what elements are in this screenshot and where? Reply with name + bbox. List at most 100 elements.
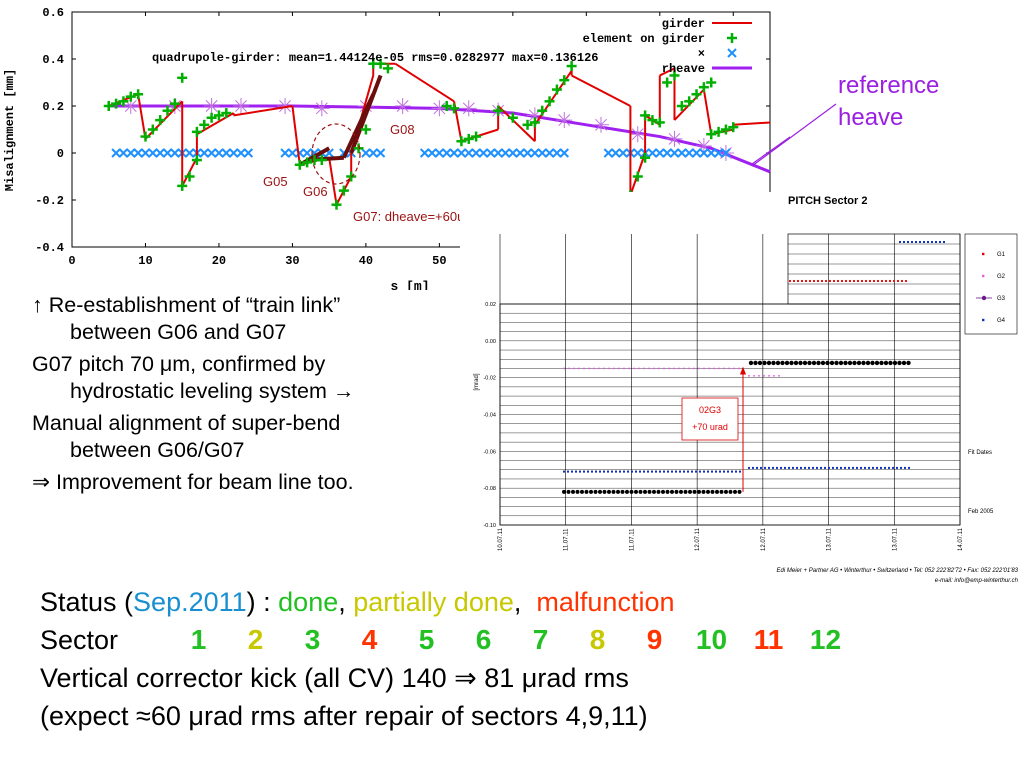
element-plus-marker: [169, 98, 180, 109]
x-stroke: [295, 148, 305, 158]
g3-point: [629, 489, 634, 494]
g3-point: [647, 489, 652, 494]
element-plus-marker: [177, 180, 188, 191]
g4-point: [719, 470, 721, 473]
g4-point: [675, 470, 677, 473]
x-stroke: [375, 148, 386, 158]
x-stroke: [522, 148, 533, 158]
g3-point: [665, 489, 670, 494]
girder-segment: [534, 70, 573, 126]
x-stroke: [493, 148, 503, 158]
g3-point: [874, 360, 880, 366]
g1-point: [796, 279, 800, 283]
bullet-4: ⇒ Improvement for beam line too.: [32, 470, 354, 494]
x-stroke: [713, 148, 724, 158]
g3-point: [748, 360, 754, 366]
legend-marker: [982, 252, 985, 256]
element-plus-marker: [118, 96, 129, 107]
x-stroke: [133, 148, 143, 158]
g2-point: [663, 367, 665, 370]
g4-point: [663, 470, 665, 473]
rheave-star: [394, 98, 411, 114]
blue-x-marker: [221, 148, 232, 158]
element-plus-marker: [463, 133, 474, 144]
g4-point: [792, 466, 794, 469]
g3-point: [692, 489, 697, 494]
g4-point: [647, 470, 649, 473]
blue-x-marker: [559, 148, 569, 158]
x-stroke: [199, 148, 209, 158]
x-stroke: [140, 148, 151, 158]
g3-point: [683, 489, 688, 494]
g4-point: [800, 466, 802, 469]
g4-point: [595, 470, 597, 473]
star-stroke: [205, 100, 218, 112]
g4-point: [587, 470, 589, 473]
element-plus-marker: [706, 77, 717, 88]
g4-point: [607, 470, 609, 473]
g3-point: [661, 489, 665, 494]
star-stroke: [668, 132, 681, 145]
g3-point: [701, 489, 706, 494]
blue-x-marker: [287, 148, 298, 158]
g4-point: [703, 470, 705, 473]
g4-point: [623, 470, 625, 473]
element-plus-marker: [507, 112, 518, 123]
status-block: Status (Sep.2011) : done, partially done…: [40, 583, 854, 735]
g2-point: [753, 374, 755, 377]
x-stroke: [162, 148, 173, 158]
g2-point: [703, 367, 705, 370]
x-stroke: [287, 148, 298, 158]
rheave-star: [556, 112, 573, 129]
element-plus-marker: [177, 72, 188, 83]
reference-heave-line2: heave: [838, 104, 904, 131]
chart1-frame: [71, 11, 771, 248]
blue-x-marker: [236, 148, 246, 158]
g4-top-point: [915, 241, 917, 243]
g4-point: [780, 466, 782, 469]
chart1-xlabel: s [m]: [390, 279, 429, 290]
rheave-star: [460, 100, 477, 117]
chart2-footer-2: e-mail: info@emp-winterthur.ch: [935, 578, 1019, 584]
g2-point: [568, 367, 570, 370]
chart2-x-tick-label: 12.07.11: [695, 527, 701, 551]
x-stroke: [324, 148, 334, 158]
blue-x-marker: [706, 148, 716, 158]
g2-point: [733, 367, 735, 370]
g4-point: [888, 466, 890, 469]
g2-point: [573, 367, 575, 370]
g1-point: [788, 279, 792, 283]
g2-point: [738, 367, 740, 370]
g4-point: [591, 470, 593, 473]
g2-point: [773, 374, 775, 377]
g4-point: [711, 470, 713, 473]
blue-x-marker: [618, 148, 628, 158]
g1-point: [836, 279, 840, 283]
g3-point: [879, 360, 884, 366]
x-stroke: [148, 148, 158, 158]
g3-point: [865, 360, 871, 366]
g4-point: [567, 470, 569, 473]
chart2-callout-1: 02G3: [699, 405, 721, 415]
girder-step: [702, 89, 713, 135]
g4-point: [868, 466, 870, 469]
g4-point: [748, 466, 750, 469]
g4-point: [571, 470, 573, 473]
blue-x-marker: [508, 148, 518, 158]
status-line: Status (Sep.2011) : done, partially done…: [40, 583, 854, 621]
g3-point: [620, 489, 625, 494]
blue-x-marker: [493, 148, 503, 158]
g4-point: [735, 470, 737, 473]
element-plus-marker: [471, 131, 482, 142]
x-stroke: [361, 148, 371, 158]
x-stroke: [471, 148, 481, 158]
g1-point: [804, 279, 808, 283]
blue-x-marker: [228, 148, 239, 158]
g4-point: [727, 470, 729, 473]
sector-line: Sector 1 2 3 4 5 6 7 8 9 10 11 12: [40, 621, 854, 659]
y-tick-label: 0: [57, 147, 64, 161]
element-plus-marker: [140, 131, 151, 142]
x-stroke: [434, 148, 445, 158]
x-stroke: [456, 148, 467, 158]
x-stroke: [633, 148, 643, 158]
